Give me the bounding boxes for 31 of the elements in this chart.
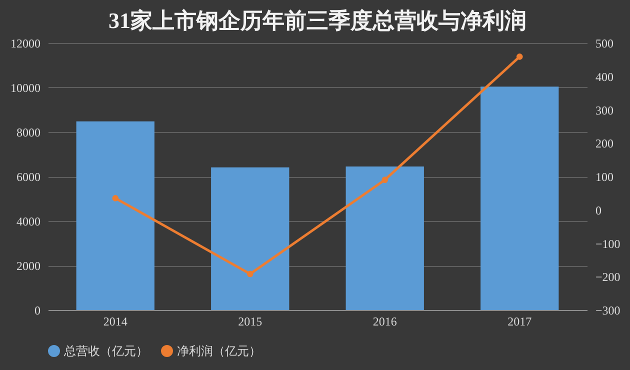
y2-tick-label: −100 — [596, 236, 620, 251]
x-tick-label: 2016 — [372, 314, 397, 328]
bar — [346, 166, 424, 310]
y-tick-label: 12000 — [10, 36, 40, 50]
y2-tick-label: 200 — [596, 136, 614, 151]
legend-label: 总营收（亿元） — [63, 344, 148, 358]
y-tick-label: 8000 — [16, 126, 40, 140]
x-tick-label: 2017 — [508, 314, 532, 328]
x-tick-label: 2014 — [103, 314, 128, 328]
bar — [480, 86, 559, 310]
point — [382, 176, 388, 183]
point — [516, 54, 523, 60]
y2-tick-label: 400 — [596, 70, 614, 84]
y2-tick-label: 300 — [596, 103, 614, 118]
y2-tick-label: −200 — [596, 270, 620, 284]
y2-tick-label: 500 — [596, 36, 614, 50]
y2-tick-label: 100 — [596, 170, 614, 184]
y-tick-label: 6000 — [16, 170, 40, 184]
chart-title: 31家上市钢企历年前三季度总营收与净利润 — [108, 8, 526, 33]
bar — [211, 167, 290, 310]
bar — [76, 121, 154, 310]
point — [246, 270, 254, 278]
legend-label: 净利润（亿元） — [177, 344, 261, 358]
y2-tick-label: 0 — [596, 203, 602, 218]
y-tick-label: 4000 — [16, 214, 40, 228]
y-tick-label: 10000 — [10, 81, 40, 95]
y-tick-label: 0 — [34, 304, 40, 318]
x-tick-label: 2015 — [238, 314, 262, 328]
y2-tick-label: −300 — [596, 304, 620, 318]
y-tick-label: 2000 — [16, 259, 40, 273]
point — [112, 195, 119, 202]
